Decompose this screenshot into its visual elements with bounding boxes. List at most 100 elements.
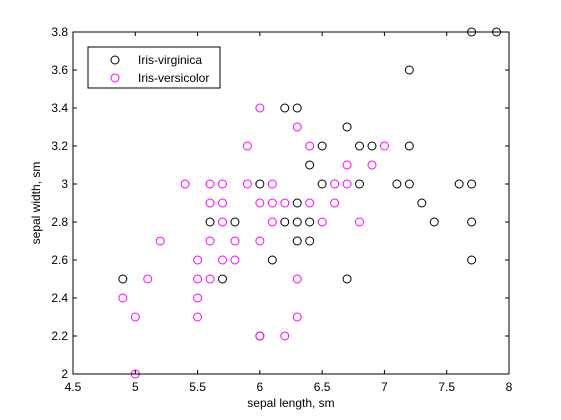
point-versicolor-22 [255,103,265,113]
x-tick-label-4: 6.5 [314,380,331,394]
point-versicolor-38 [330,198,340,208]
point-versicolor-41 [355,217,365,227]
point-versicolor-34 [305,141,315,151]
y-tick-label-1: 2.2 [51,329,68,343]
point-versicolor-19 [230,255,240,265]
point-virginica-1 [205,217,215,227]
legend-label-versicolor: Iris-versicolor [138,71,209,85]
point-versicolor-15 [217,198,227,208]
point-versicolor-27 [267,198,277,208]
point-versicolor-4 [155,236,165,246]
point-virginica-11 [292,217,302,227]
y-tick-label-0: 2 [61,367,68,381]
point-versicolor-40 [342,179,352,189]
point-versicolor-21 [242,179,252,189]
legend-box [87,46,221,89]
point-virginica-12 [292,236,302,246]
point-virginica-31 [467,179,477,189]
x-tick-label-2: 5.5 [189,380,206,394]
x-tick-label-0: 4.5 [65,380,82,394]
plot-frame [72,31,510,375]
point-versicolor-0 [118,293,128,303]
point-virginica-21 [355,179,365,189]
point-versicolor-32 [292,274,302,284]
series-versicolor [118,103,389,379]
point-versicolor-42 [367,160,377,170]
y-tick-label-7: 3.4 [51,101,68,115]
x-tick-label-6: 7.5 [438,380,455,394]
point-virginica-6 [267,255,277,265]
point-versicolor-39 [342,160,352,170]
point-versicolor-17 [217,255,227,265]
point-virginica-7 [280,103,290,113]
y-tick-label-3: 2.6 [51,253,68,267]
point-virginica-13 [305,160,315,170]
point-versicolor-16 [217,217,227,227]
point-versicolor-8 [193,293,203,303]
y-tick-label-6: 3.2 [51,139,68,153]
y-tick-label-2: 2.4 [51,291,68,305]
x-tick-label-5: 7 [381,380,388,394]
point-versicolor-10 [205,179,215,189]
point-versicolor-35 [305,198,315,208]
series-virginica [118,27,502,341]
point-virginica-18 [342,122,352,132]
point-versicolor-11 [205,198,215,208]
point-versicolor-25 [255,331,265,341]
point-versicolor-31 [292,122,302,132]
point-virginica-0 [118,274,128,284]
point-virginica-16 [317,141,327,151]
point-versicolor-7 [193,274,203,284]
legend: Iris-virginica Iris-versicolor [87,46,221,89]
point-versicolor-36 [317,217,327,227]
point-virginica-14 [305,217,315,227]
point-virginica-22 [367,141,377,151]
point-virginica-25 [404,141,414,151]
axis-ticks: 4.5 5 5.5 6 6.5 7 7.5 8 2 2.2 2.4 2.6 2.8 3 3.2 3.4 3.6 3… [51,25,512,394]
legend-marker-virginica [110,55,120,65]
point-virginica-8 [280,217,290,227]
point-virginica-4 [255,179,265,189]
y-tick-label-8: 3.6 [51,63,68,77]
point-virginica-23 [392,179,402,189]
point-versicolor-43 [379,141,389,151]
point-virginica-29 [454,179,464,189]
x-tick-label-1: 5 [132,380,139,394]
point-virginica-20 [355,141,365,151]
point-versicolor-33 [292,312,302,322]
point-versicolor-20 [242,141,252,151]
point-versicolor-37 [330,179,340,189]
y-tick-label-5: 3 [61,177,68,191]
y-axis-label: sepal width, sm [29,162,43,245]
point-versicolor-30 [280,331,290,341]
legend-label-virginica: Iris-virginica [138,53,202,67]
y-tick-label-4: 2.8 [51,215,68,229]
point-versicolor-24 [255,236,265,246]
point-versicolor-29 [280,198,290,208]
point-versicolor-6 [193,255,203,265]
point-virginica-19 [342,274,352,284]
point-virginica-27 [417,198,427,208]
point-virginica-3 [230,217,240,227]
point-virginica-33 [467,255,477,265]
data-points [118,27,502,379]
point-versicolor-9 [193,312,203,322]
point-virginica-24 [404,65,414,75]
x-tick-label-3: 6 [257,380,264,394]
point-versicolor-14 [217,179,227,189]
point-virginica-2 [217,274,227,284]
y-tick-label-9: 3.8 [51,25,68,39]
point-versicolor-5 [180,179,190,189]
point-virginica-15 [305,236,315,246]
point-versicolor-13 [205,274,215,284]
point-virginica-10 [292,198,302,208]
point-virginica-28 [429,217,439,227]
point-virginica-32 [467,217,477,227]
point-versicolor-1 [130,312,140,322]
point-versicolor-26 [267,179,277,189]
point-versicolor-18 [230,236,240,246]
point-virginica-9 [292,103,302,113]
x-axis-label: sepal length, sm [247,396,334,410]
